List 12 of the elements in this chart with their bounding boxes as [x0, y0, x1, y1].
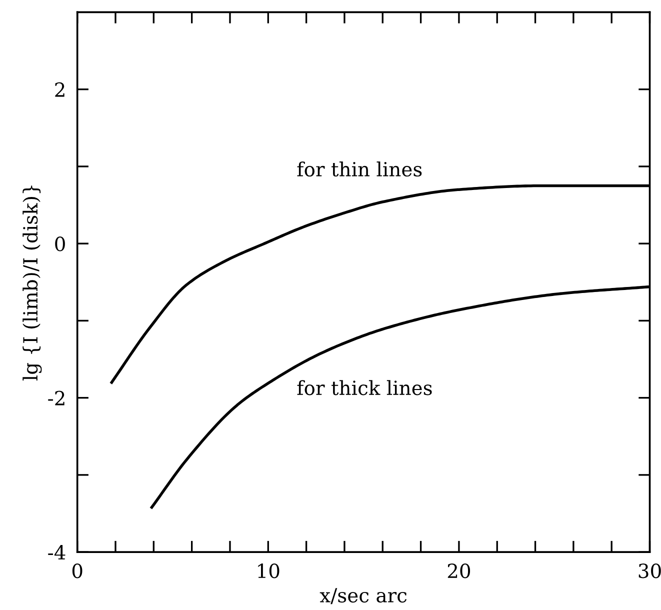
- y-tick-label: 2: [55, 82, 64, 97]
- y-tick-label: -4: [48, 545, 66, 560]
- y-axis-title: lg {I (limb)/I (disk)}: [22, 186, 42, 381]
- x-tick-label: 10: [258, 564, 280, 578]
- y-tick-label: -2: [48, 390, 64, 406]
- y-tick-label: 0: [55, 236, 65, 252]
- x-tick-label: 30: [638, 564, 661, 578]
- x-tick-label: 0: [72, 564, 82, 578]
- x-axis-title: x/sec arc: [320, 588, 407, 604]
- x-tick-label: 20: [448, 564, 470, 578]
- annotation: for thick lines: [297, 380, 432, 396]
- annotation: for thin lines: [297, 162, 422, 177]
